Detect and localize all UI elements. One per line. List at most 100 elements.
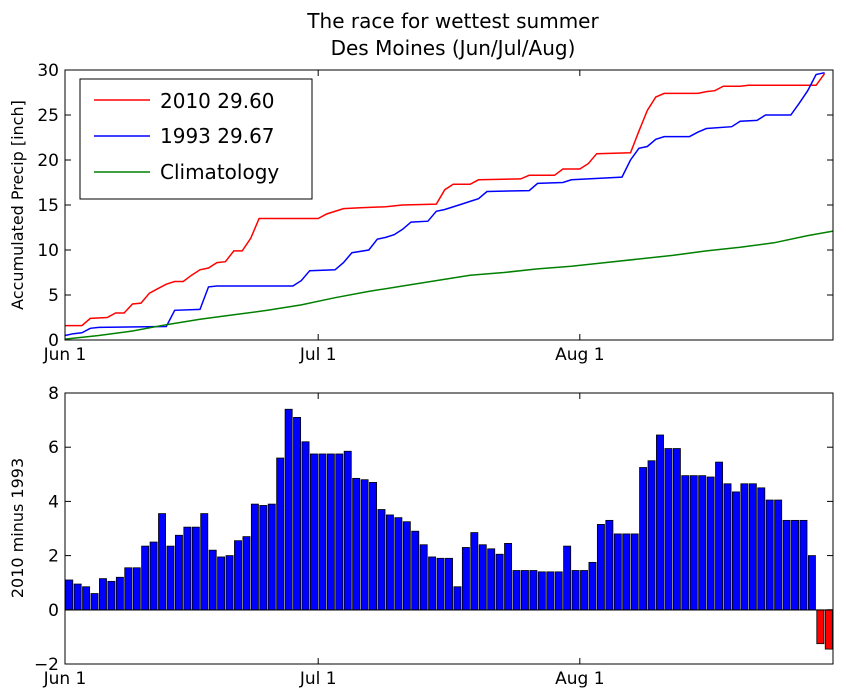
difference-bar [276,457,285,611]
x-tick-label: Jul 1 [299,669,337,689]
difference-bar [546,571,555,611]
difference-bar [580,570,588,611]
difference-bar [470,532,479,611]
legend-label-1993: 1993 29.67 [160,124,275,148]
difference-bar [65,579,74,611]
difference-bar [681,475,690,611]
difference-bar [782,519,791,611]
difference-bar [259,505,268,611]
difference-bar [588,561,597,611]
difference-bar [774,499,783,611]
difference-bar [799,519,808,611]
difference-bar [428,556,437,611]
difference-bar [310,453,318,611]
difference-bar [563,545,572,611]
difference-bars [65,408,833,650]
difference-bar [250,503,259,611]
y-tick-label: 5 [48,286,59,306]
difference-bar [166,545,175,611]
legend-frame [79,78,313,200]
x-tick-label: Jul 1 [299,345,337,365]
difference-bar [132,567,141,611]
difference-bar [267,503,276,611]
difference-bar [495,553,504,611]
difference-bar [791,519,799,611]
difference-bar [698,475,707,611]
top-y-axis-label: Accumulated Precip [inch] [8,100,27,310]
difference-bar [343,450,352,611]
difference-bar [402,521,411,611]
difference-bar [419,544,428,611]
difference-bar [335,453,344,611]
difference-bar [504,543,513,611]
y-tick-label: 0 [48,331,59,351]
difference-bar [141,545,150,611]
difference-bar [453,586,462,611]
difference-bar [461,547,470,611]
difference-bar [73,583,82,611]
legend-label-climatology: Climatology [160,160,279,184]
difference-bar [732,491,740,611]
difference-bar [174,534,183,611]
difference-bar [765,499,774,611]
difference-bar [630,533,639,611]
difference-bar [149,541,158,611]
y-tick-label: 6 [48,438,59,458]
x-tick-label: Jun 1 [43,345,87,365]
bottom-x-axis: Jun 1 Jul 1 Aug 1 [43,393,605,689]
difference-bar [664,448,673,611]
difference-bar [234,540,242,611]
x-tick-label: Aug 1 [555,669,604,689]
y-tick-label: 10 [37,241,59,261]
difference-bar [757,487,766,611]
difference-bar [596,524,605,611]
difference-bar [639,467,648,611]
difference-bar [622,533,631,611]
difference-bar [554,571,563,611]
y-tick-label: 25 [37,106,59,126]
difference-bar [360,479,369,611]
difference-bar [90,593,99,611]
difference-bar-chart: −2 0 2 4 6 8 Jun 1 Jul 1 Aug 1 2010 minus 1993 [8,384,834,689]
y-tick-label: 20 [37,151,59,171]
difference-bar [107,580,116,611]
top-y-axis: 0 5 10 15 20 25 30 [37,61,833,351]
difference-bar [529,570,538,611]
difference-bar [377,509,386,611]
difference-bar [394,517,403,611]
difference-bar [487,548,496,611]
figure-title-line-2: Des Moines (Jun/Jul/Aug) [331,36,576,60]
difference-bar [689,475,698,611]
legend-label-2010: 2010 29.60 [160,89,275,113]
difference-bar [191,526,200,611]
difference-bar [816,609,825,645]
x-tick-label: Aug 1 [555,345,604,365]
x-tick-label: Jun 1 [43,669,87,689]
difference-bar [352,477,361,611]
difference-bar [208,549,217,611]
difference-bar [99,578,107,611]
difference-bar [521,570,529,611]
y-tick-label: 4 [48,492,59,512]
difference-bar [82,586,91,611]
series-line-1993 [64,71,825,337]
difference-bar [647,460,656,611]
difference-bar [242,536,251,611]
y-tick-label: 15 [37,196,59,216]
difference-bar [807,555,816,611]
difference-bar [369,482,377,611]
difference-bar [715,461,724,611]
figure-title-line-1: The race for wettest summer [306,9,599,33]
difference-bar [740,483,749,611]
difference-bar [200,513,209,611]
series-line-climatology [64,230,834,340]
bottom-plot-frame [64,392,834,665]
difference-bar [115,576,124,611]
difference-bar [537,571,546,611]
y-tick-label: −2 [34,655,59,675]
difference-bar [445,557,453,611]
difference-bar [124,567,133,611]
difference-bar [183,526,192,611]
difference-bar [571,570,580,611]
difference-bar [158,513,166,611]
